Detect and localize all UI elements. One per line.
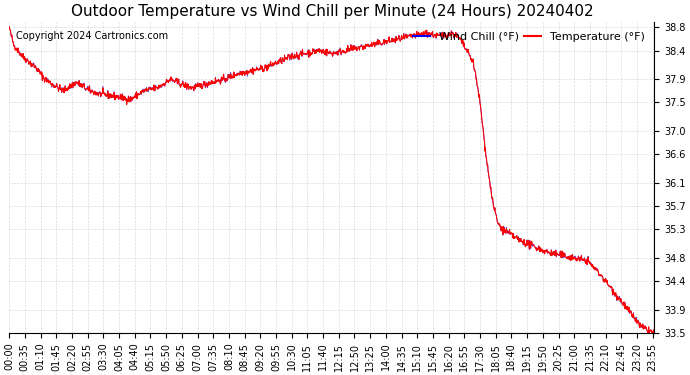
Text: Copyright 2024 Cartronics.com: Copyright 2024 Cartronics.com bbox=[16, 31, 168, 41]
Title: Outdoor Temperature vs Wind Chill per Minute (24 Hours) 20240402: Outdoor Temperature vs Wind Chill per Mi… bbox=[70, 4, 593, 19]
Legend: Wind Chill (°F), Temperature (°F): Wind Chill (°F), Temperature (°F) bbox=[408, 27, 649, 46]
